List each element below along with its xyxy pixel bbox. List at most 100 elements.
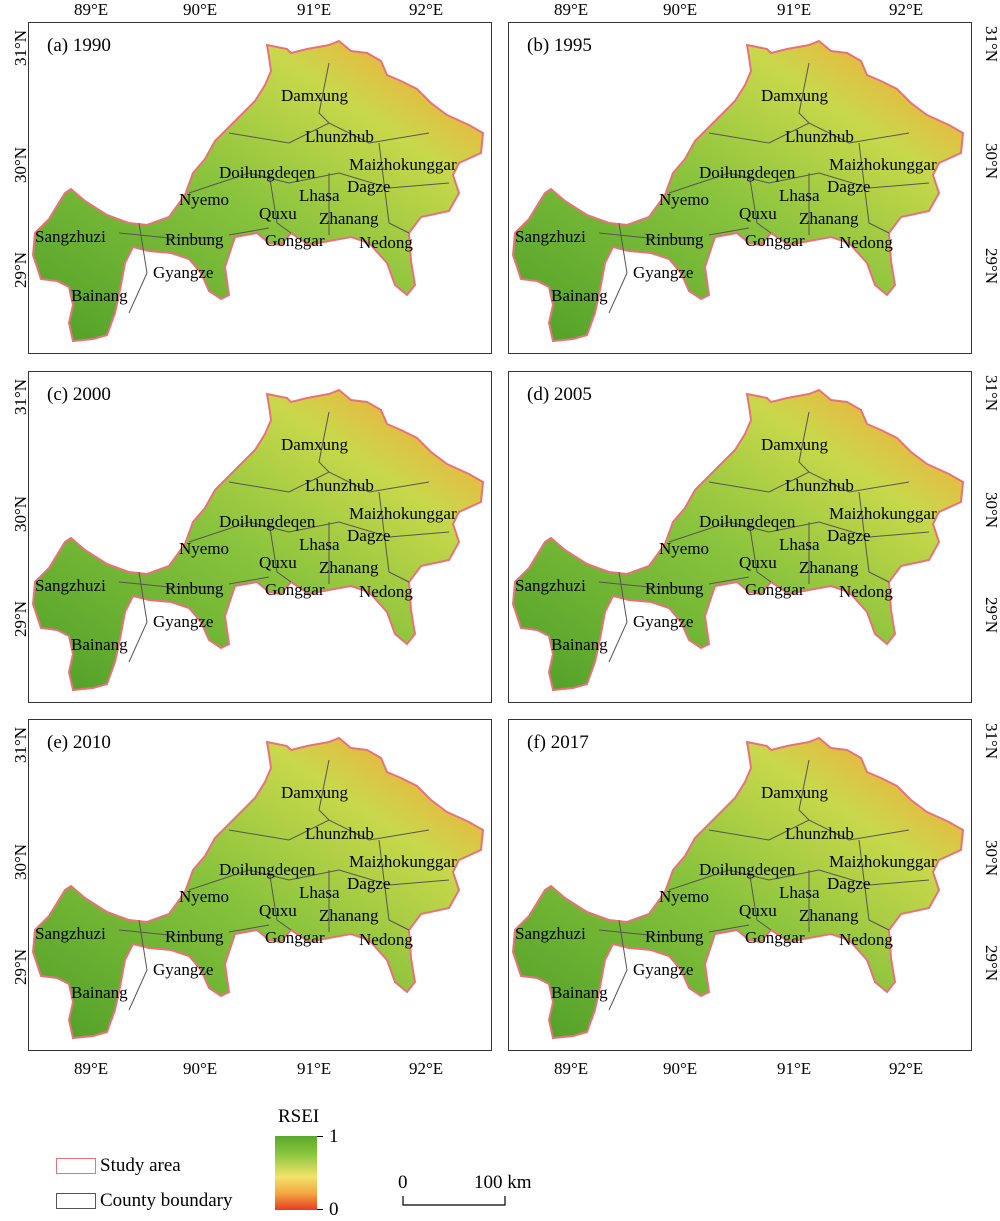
lat-tick-label: 30°N bbox=[982, 492, 1000, 529]
county-label: Lhasa bbox=[299, 535, 340, 554]
county-boundary-line bbox=[598, 232, 699, 239]
county-boundary-label: County boundary bbox=[100, 1190, 233, 1211]
county-label: Maizhokunggar bbox=[829, 504, 937, 523]
lon-tick-label: 90°E bbox=[183, 0, 218, 19]
map-panel: (d) 2005 Damxung Lhunzhub Maizhokunggar Doil… bbox=[508, 371, 972, 703]
lon-tick-label: 92°E bbox=[889, 0, 924, 19]
county-label: Quxu bbox=[259, 901, 297, 920]
county-label: Lhasa bbox=[779, 186, 820, 205]
county-label: Doilungdeqen bbox=[219, 163, 316, 182]
lat-tick-label: 31°N bbox=[11, 726, 30, 763]
county-label: Damxung bbox=[761, 86, 829, 105]
county-boundary-line bbox=[268, 869, 292, 931]
county-label: Quxu bbox=[739, 553, 777, 572]
county-label: Lhunzhub bbox=[785, 476, 854, 495]
lat-tick-label: 30°N bbox=[982, 143, 1000, 180]
lat-tick-label: 31°N bbox=[982, 723, 1000, 760]
county-label: Zhanang bbox=[319, 558, 379, 577]
study-area-outline bbox=[511, 388, 965, 692]
lon-tick-label: 92°E bbox=[409, 1059, 444, 1078]
county-label: Doilungdeqen bbox=[219, 512, 316, 531]
county-label: Bainang bbox=[71, 635, 128, 654]
county-boundary-line bbox=[118, 929, 219, 936]
lat-tick-label: 30°N bbox=[11, 146, 30, 183]
scale-start-label: 0 bbox=[398, 1172, 408, 1193]
county-label: Damxung bbox=[761, 783, 829, 802]
county-label: Zhanang bbox=[319, 906, 379, 925]
lon-tick-label: 90°E bbox=[663, 1059, 698, 1078]
county-label: Doilungdeqen bbox=[699, 163, 796, 182]
county-boundary-line bbox=[668, 172, 930, 194]
county-boundary-line bbox=[748, 869, 772, 931]
lat-tick-label: 29°N bbox=[11, 251, 30, 288]
county-label: Dagze bbox=[347, 874, 391, 893]
county-label: Dagze bbox=[827, 874, 871, 893]
rsei-colorbar bbox=[275, 1136, 317, 1210]
panel-title: (c) 2000 bbox=[47, 384, 111, 405]
county-label: Gyangze bbox=[633, 263, 694, 282]
lat-tick-label: 30°N bbox=[982, 840, 1000, 877]
county-label: Nyemo bbox=[179, 539, 230, 558]
county-label: Doilungdeqen bbox=[699, 860, 796, 879]
panel-title: (b) 1995 bbox=[527, 35, 592, 56]
county-boundary-line bbox=[118, 232, 219, 239]
county-boundary-line bbox=[188, 172, 450, 194]
rsei-title: RSEI bbox=[278, 1106, 320, 1127]
county-boundary-swatch bbox=[56, 1193, 96, 1209]
study-area-label: Study area bbox=[100, 1155, 181, 1176]
lat-tick-label: 29°N bbox=[11, 600, 30, 637]
county-label: Quxu bbox=[259, 553, 297, 572]
county-label: Doilungdeqen bbox=[219, 860, 316, 879]
rsei-tick-bot bbox=[317, 1209, 323, 1210]
county-label: Gonggar bbox=[265, 928, 325, 947]
county-label: Lhasa bbox=[779, 883, 820, 902]
lon-tick-label: 92°E bbox=[409, 0, 444, 19]
panel-title: (e) 2010 bbox=[47, 732, 111, 753]
county-label: Gonggar bbox=[745, 231, 805, 250]
county-label: Gyangze bbox=[153, 612, 214, 631]
county-label: Maizhokunggar bbox=[349, 155, 457, 174]
lon-tick-label: 89°E bbox=[74, 0, 109, 19]
county-label: Dagze bbox=[827, 177, 871, 196]
scale-bar bbox=[402, 1196, 506, 1206]
county-label: Zhanang bbox=[319, 209, 379, 228]
study-area-outline bbox=[31, 39, 485, 343]
county-boundary-line bbox=[858, 839, 890, 931]
lat-tick-label: 31°N bbox=[11, 29, 30, 66]
county-label: Bainang bbox=[71, 983, 128, 1002]
county-boundary-line bbox=[378, 839, 410, 931]
county-label: Lhunzhub bbox=[785, 824, 854, 843]
county-label: Lhunzhub bbox=[305, 476, 374, 495]
map-panel: (c) 2000 Damxung Lhunzhub Maizhokunggar Doil… bbox=[28, 371, 492, 703]
county-label: Rinbung bbox=[165, 230, 224, 249]
lat-tick-label: 30°N bbox=[11, 843, 30, 880]
county-label: Doilungdeqen bbox=[699, 512, 796, 531]
county-label: Bainang bbox=[551, 635, 608, 654]
county-label: Nyemo bbox=[179, 887, 230, 906]
county-label: Nyemo bbox=[659, 539, 710, 558]
lat-tick-label: 29°N bbox=[982, 597, 1000, 634]
map-panel: (e) 2010 Damxung Lhunzhub Maizhokunggar Doil… bbox=[28, 719, 492, 1051]
lat-tick-label: 31°N bbox=[982, 375, 1000, 412]
county-label: Lhunzhub bbox=[305, 127, 374, 146]
county-boundary-line bbox=[228, 227, 270, 236]
county-label: Rinbung bbox=[165, 927, 224, 946]
county-label: Nedong bbox=[359, 233, 413, 252]
study-area-outline bbox=[31, 736, 485, 1040]
lat-tick-label: 30°N bbox=[11, 495, 30, 532]
county-label: Dagze bbox=[827, 526, 871, 545]
county-label: Damxung bbox=[281, 86, 349, 105]
study-area-outline bbox=[511, 736, 965, 1040]
county-label: Rinbung bbox=[645, 927, 704, 946]
county-label: Bainang bbox=[551, 983, 608, 1002]
county-label: Nyemo bbox=[659, 190, 710, 209]
lon-tick-label: 90°E bbox=[183, 1059, 218, 1078]
county-boundary-line bbox=[118, 581, 219, 588]
map-canvas bbox=[511, 39, 965, 343]
map-canvas bbox=[31, 39, 485, 343]
map-canvas bbox=[31, 388, 485, 692]
study-area-outline bbox=[511, 39, 965, 343]
county-boundary-line bbox=[228, 924, 270, 933]
scale-end-label: 100 km bbox=[474, 1172, 532, 1193]
county-boundary-line bbox=[858, 491, 890, 583]
